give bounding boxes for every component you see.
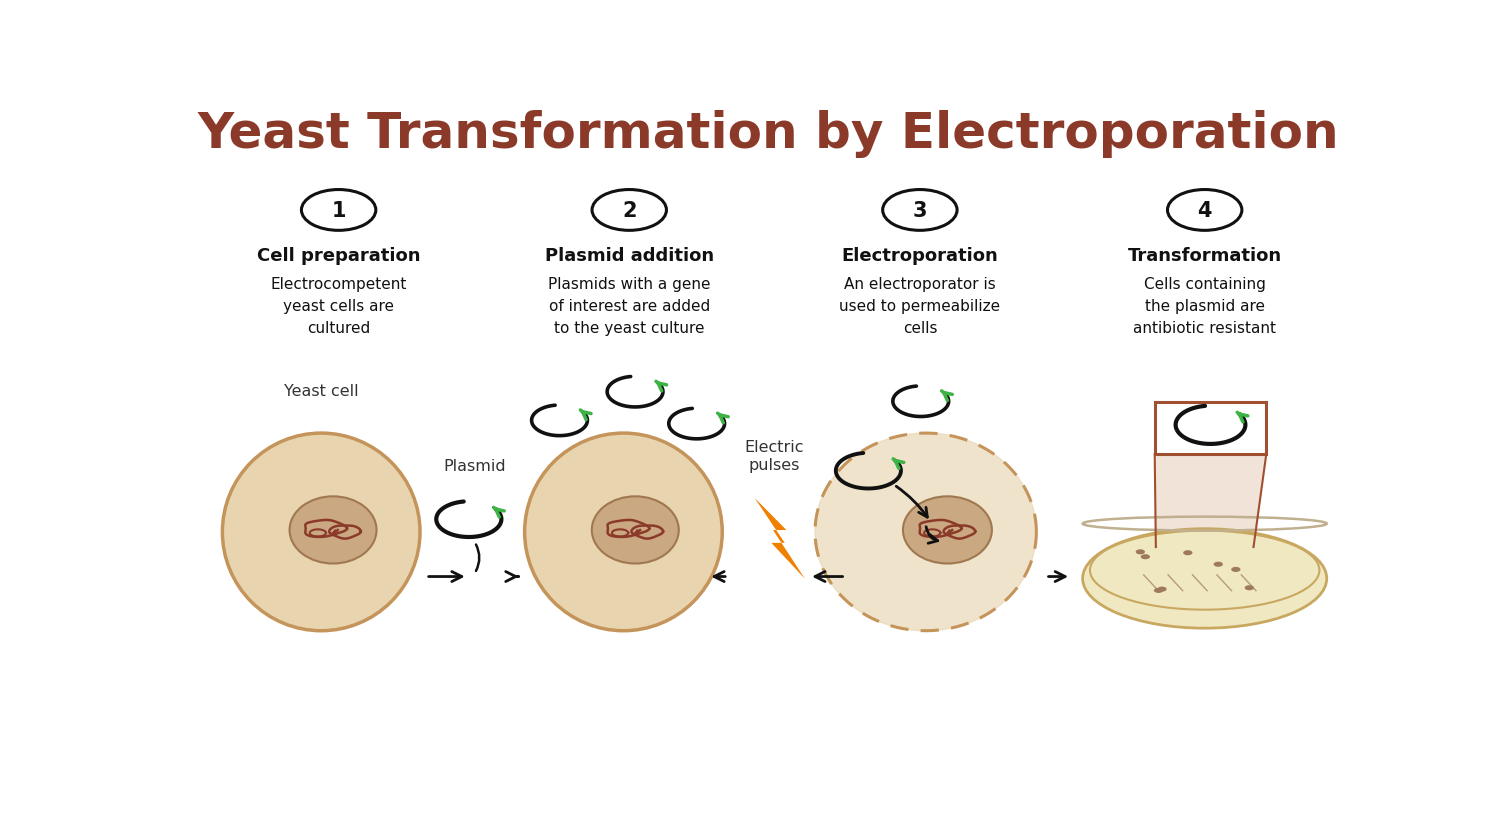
Circle shape xyxy=(1232,567,1240,572)
Circle shape xyxy=(1184,551,1192,556)
Ellipse shape xyxy=(222,433,420,631)
Text: Cell preparation: Cell preparation xyxy=(256,246,420,265)
Text: Electroporation: Electroporation xyxy=(842,246,999,265)
Ellipse shape xyxy=(525,433,723,631)
Circle shape xyxy=(1136,550,1144,555)
Ellipse shape xyxy=(592,497,680,564)
Text: 2: 2 xyxy=(622,201,636,221)
Circle shape xyxy=(1214,562,1222,567)
Text: 3: 3 xyxy=(912,201,927,221)
Ellipse shape xyxy=(290,497,376,564)
Text: 1: 1 xyxy=(332,201,346,221)
Circle shape xyxy=(592,190,666,231)
FancyBboxPatch shape xyxy=(1155,403,1266,455)
Polygon shape xyxy=(754,499,806,579)
Ellipse shape xyxy=(1083,529,1326,629)
Text: Plasmid: Plasmid xyxy=(444,458,506,473)
Circle shape xyxy=(1140,555,1150,560)
Circle shape xyxy=(302,190,376,231)
Text: Cells containing
the plasmid are
antibiotic resistant: Cells containing the plasmid are antibio… xyxy=(1132,276,1276,336)
Text: Yeast cell: Yeast cell xyxy=(284,384,358,399)
Ellipse shape xyxy=(903,497,992,564)
Polygon shape xyxy=(1155,455,1266,547)
Text: Plasmid addition: Plasmid addition xyxy=(544,246,714,265)
Circle shape xyxy=(1158,587,1167,592)
Circle shape xyxy=(1154,588,1162,593)
Circle shape xyxy=(1167,190,1242,231)
Text: Electrocompetent
yeast cells are
cultured: Electrocompetent yeast cells are culture… xyxy=(270,276,406,336)
Circle shape xyxy=(1245,586,1254,590)
Text: An electroporator is
used to permeabilize
cells: An electroporator is used to permeabiliz… xyxy=(840,276,1001,336)
Text: Electric
pulses: Electric pulses xyxy=(746,440,804,472)
Text: Transformation: Transformation xyxy=(1128,246,1281,265)
Text: Yeast Transformation by Electroporation: Yeast Transformation by Electroporation xyxy=(198,110,1340,158)
Text: 4: 4 xyxy=(1197,201,1212,221)
Polygon shape xyxy=(815,433,1036,631)
Text: Plasmids with a gene
of interest are added
to the yeast culture: Plasmids with a gene of interest are add… xyxy=(548,276,711,336)
Ellipse shape xyxy=(1090,531,1320,610)
Circle shape xyxy=(882,190,957,231)
